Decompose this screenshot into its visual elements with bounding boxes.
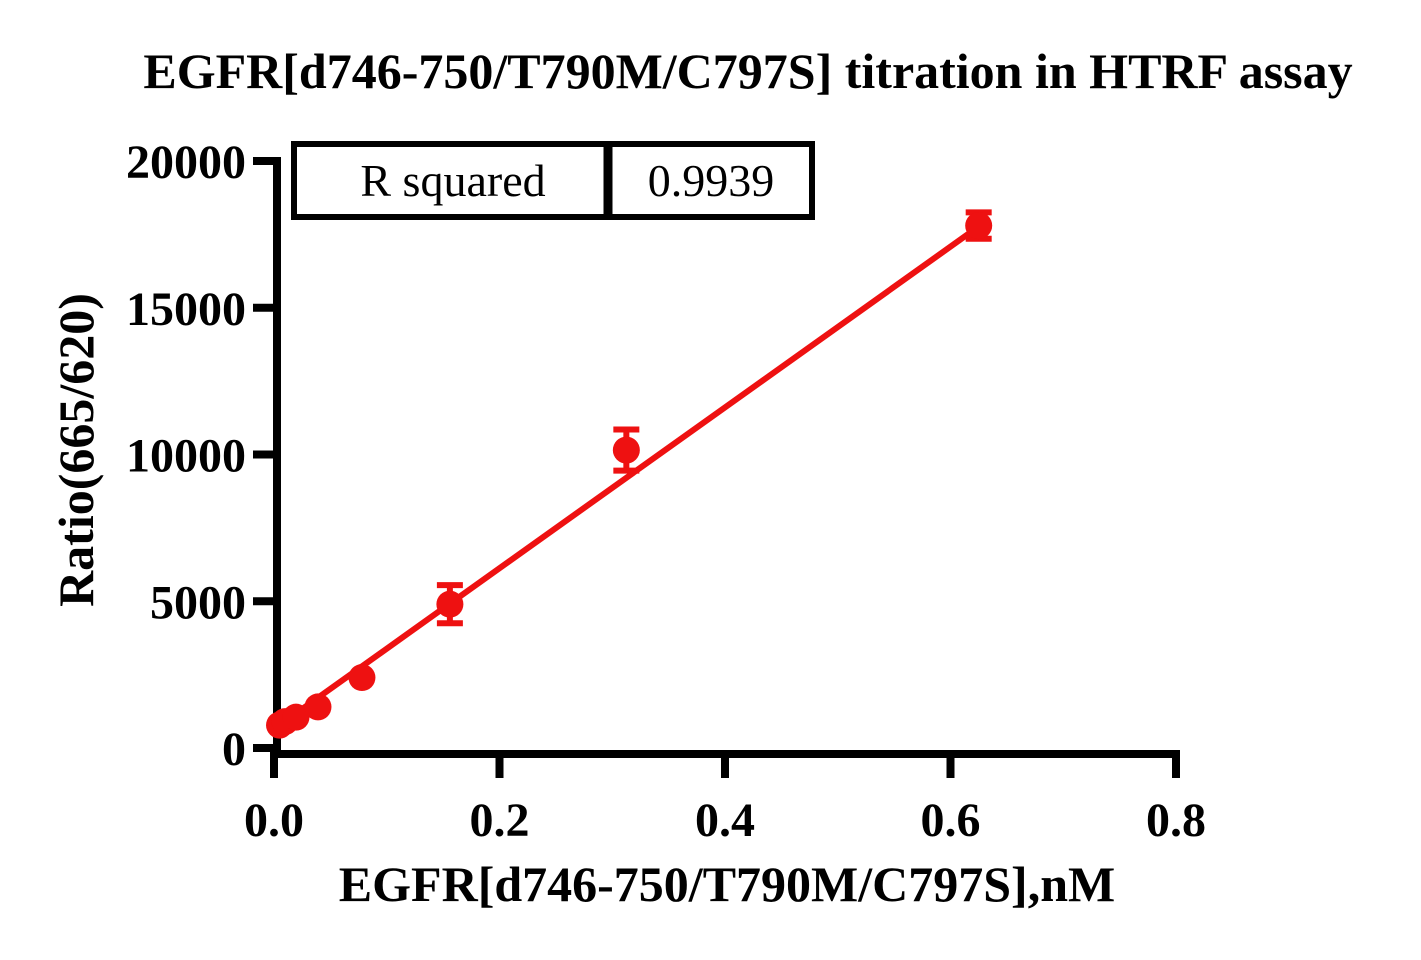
x-tick-label: 0.8 bbox=[1146, 794, 1206, 847]
data-point bbox=[304, 693, 332, 721]
x-tick-label: 0.0 bbox=[244, 794, 304, 847]
data-point bbox=[436, 590, 464, 618]
r-squared-value: 0.9939 bbox=[648, 155, 775, 206]
y-tick-label: 20000 bbox=[126, 136, 246, 189]
x-tick-label: 0.4 bbox=[695, 794, 755, 847]
data-point bbox=[348, 664, 376, 692]
data-point bbox=[612, 436, 640, 464]
trend-line bbox=[273, 221, 986, 731]
r-squared-label: R squared bbox=[360, 155, 545, 206]
data-series-layer bbox=[266, 209, 993, 739]
x-tick-label: 0.6 bbox=[921, 794, 981, 847]
x-axis-title: EGFR[d746-750/T790M/C797S],nM bbox=[339, 856, 1115, 912]
x-tick-label: 0.2 bbox=[470, 794, 530, 847]
r-squared-table-border bbox=[291, 141, 815, 220]
y-axis-title: Ratio(665/620) bbox=[48, 293, 104, 607]
y-tick-label: 0 bbox=[222, 723, 246, 776]
data-point bbox=[282, 703, 310, 731]
y-tick-label: 5000 bbox=[150, 576, 246, 629]
y-tick-label: 15000 bbox=[126, 283, 246, 336]
r-squared-table: R squared 0.9939 bbox=[291, 141, 815, 220]
axes-layer: 0 5000 10000 15000 20000 0.0 0.2 0.4 0.6 0.8 bbox=[126, 136, 1206, 847]
data-point bbox=[965, 212, 993, 240]
y-tick-label: 10000 bbox=[126, 430, 246, 483]
chart-title: EGFR[d746-750/T790M/C797S] titration in … bbox=[143, 43, 1352, 99]
